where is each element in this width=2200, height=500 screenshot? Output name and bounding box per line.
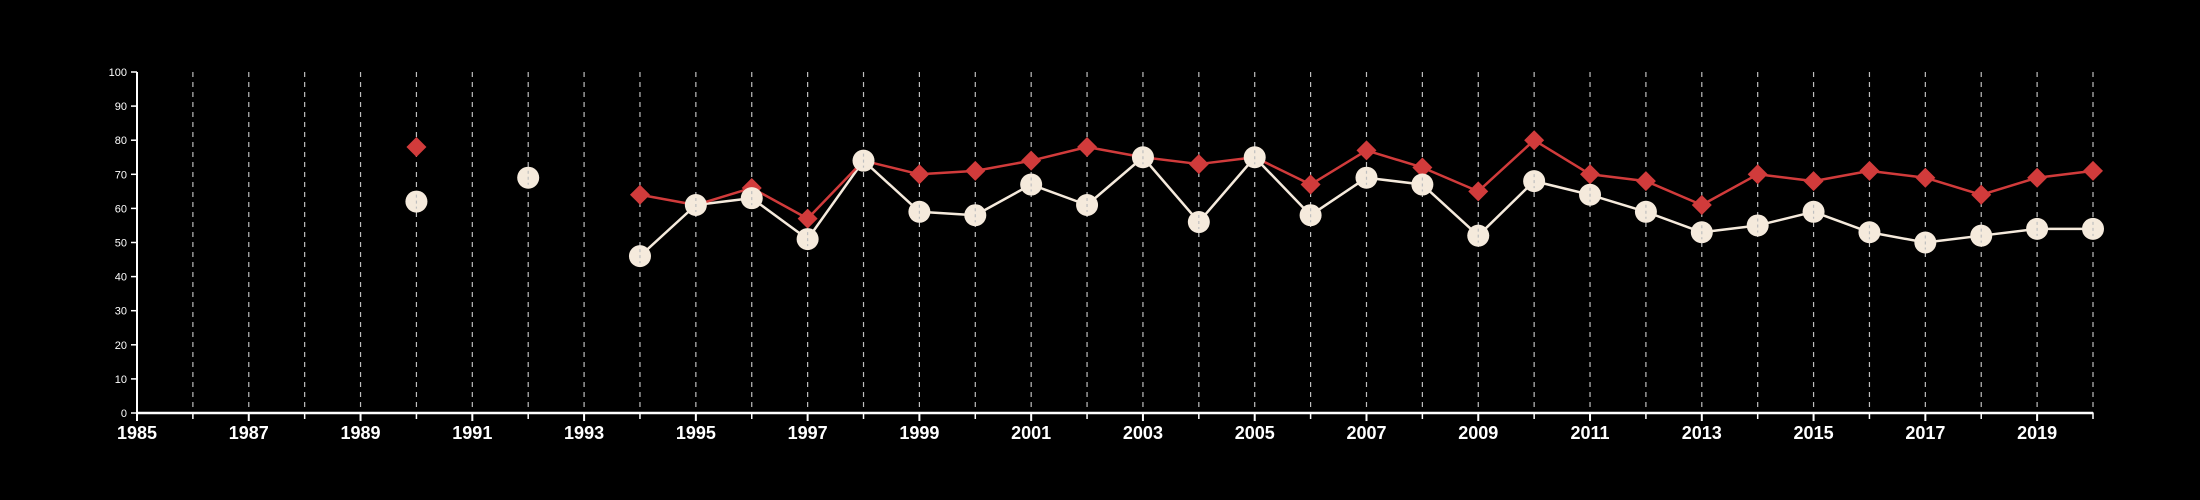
series-1-point-2013 (1690, 221, 1713, 244)
series-1-point-2002 (1076, 193, 1099, 216)
x-tick-label-1987: 1987 (229, 423, 269, 443)
y-tick-label-40: 40 (115, 272, 127, 284)
x-tick-label-1989: 1989 (341, 423, 381, 443)
y-tick-label-60: 60 (115, 203, 127, 215)
series-2-point-2015 (1803, 171, 1824, 192)
x-tick-label-2007: 2007 (1346, 423, 1386, 443)
x-tick-label-1995: 1995 (676, 423, 716, 443)
x-tick-label-1993: 1993 (564, 423, 604, 443)
series-2-point-2000 (965, 160, 986, 181)
x-tick-label-2015: 2015 (1794, 423, 1834, 443)
series-2-point-2019 (2027, 167, 2048, 188)
series-2-point-2013 (1691, 194, 1712, 215)
x-tick-label-1985: 1985 (117, 423, 157, 443)
series-2-point-2012 (1635, 171, 1656, 192)
series-2-point-2020 (2083, 160, 2103, 181)
x-tick-label-2013: 2013 (1682, 423, 1722, 443)
series-1-point-2006 (1299, 204, 1322, 227)
series-2-point-2008 (1412, 157, 1433, 178)
series-2-point-2017 (1915, 167, 1936, 188)
series-2-point-2011 (1580, 164, 1601, 185)
series-1-point-1997 (796, 228, 819, 251)
y-tick-label-100: 100 (109, 67, 127, 79)
series-1-point-2011 (1579, 183, 1602, 206)
grid-lines (192, 72, 2094, 413)
y-tick-label-20: 20 (115, 340, 127, 352)
x-tick-label-2009: 2009 (1458, 423, 1498, 443)
series-1-point-2000 (964, 204, 987, 227)
y-tick-label-50: 50 (115, 238, 127, 250)
x-tick-label-2019: 2019 (2017, 423, 2057, 443)
y-tick-label-10: 10 (115, 374, 127, 386)
series-2-point-2006 (1300, 174, 1321, 195)
y-tick-label-70: 70 (115, 169, 127, 181)
series-2-point-2014 (1747, 164, 1768, 185)
y-tick-label-80: 80 (115, 135, 127, 147)
series-1-point-2016 (1858, 221, 1881, 244)
x-tick-label-1999: 1999 (899, 423, 939, 443)
x-tick-label-2005: 2005 (1235, 423, 1275, 443)
series-1-point-2014 (1746, 214, 1769, 237)
series-1-point-2018 (1970, 224, 1993, 247)
series-1-point-1999 (908, 200, 931, 223)
x-tick-label-2003: 2003 (1123, 423, 1163, 443)
series-1-point-2019 (2026, 217, 2049, 240)
series-1-point-2017 (1914, 231, 1937, 254)
series-2-point-2018 (1971, 184, 1992, 205)
series-1-point-2003 (1131, 146, 1154, 169)
series-2-point-2007 (1356, 140, 1377, 161)
x-tick-label-1991: 1991 (452, 423, 492, 443)
series-2-point-2002 (1077, 137, 1098, 158)
series-1-point-2007 (1355, 166, 1378, 189)
x-tick-label-2011: 2011 (1570, 423, 1609, 443)
series-2-point-1999 (909, 164, 930, 185)
series-1-point-2005 (1243, 146, 1266, 169)
series-1-point-1998 (852, 149, 875, 172)
series-markers (405, 130, 2104, 268)
y-tick-label-30: 30 (115, 306, 127, 318)
axes (136, 72, 2093, 415)
series-1-point-1996 (740, 187, 763, 210)
y-axis-ticks: 0 10 20 30 40 50 60 70 80 90 100 (109, 67, 137, 420)
series-1-point-2020 (2082, 217, 2104, 240)
series-1-point-2015 (1802, 200, 1825, 223)
series-2-point-1994 (629, 184, 650, 205)
series-2-point-2004 (1188, 154, 1209, 175)
series-1-point-2004 (1187, 211, 1210, 234)
series-1-point-1994 (628, 245, 651, 268)
series-1-point-2001 (1020, 173, 1043, 196)
y-tick-label-0: 0 (121, 408, 127, 420)
x-axis-ticks: 1985 1987 1989 1991 1993 1995 1997 1999 2001 2003… (117, 413, 2094, 443)
y-tick-label-90: 90 (115, 101, 127, 113)
series-1-point-2010 (1523, 170, 1546, 193)
series-2-point-2010 (1524, 130, 1545, 151)
series-1-point-2008 (1411, 173, 1434, 196)
x-tick-label-2017: 2017 (1905, 423, 1945, 443)
series-2-point-2009 (1468, 181, 1489, 202)
series-2-point-1990 (406, 137, 427, 158)
x-tick-label-1997: 1997 (788, 423, 828, 443)
series-2-point-2001 (1021, 150, 1042, 171)
series-1-point-1992 (517, 166, 540, 189)
x-tick-label-2001: 2001 (1011, 423, 1051, 443)
series-1-point-1990 (405, 190, 428, 213)
series-2-point-1997 (797, 208, 818, 229)
series-1-point-2009 (1467, 224, 1490, 247)
series-2-point-2016 (1859, 160, 1880, 181)
series-1-point-1995 (684, 193, 707, 216)
series-1-point-2012 (1634, 200, 1657, 223)
